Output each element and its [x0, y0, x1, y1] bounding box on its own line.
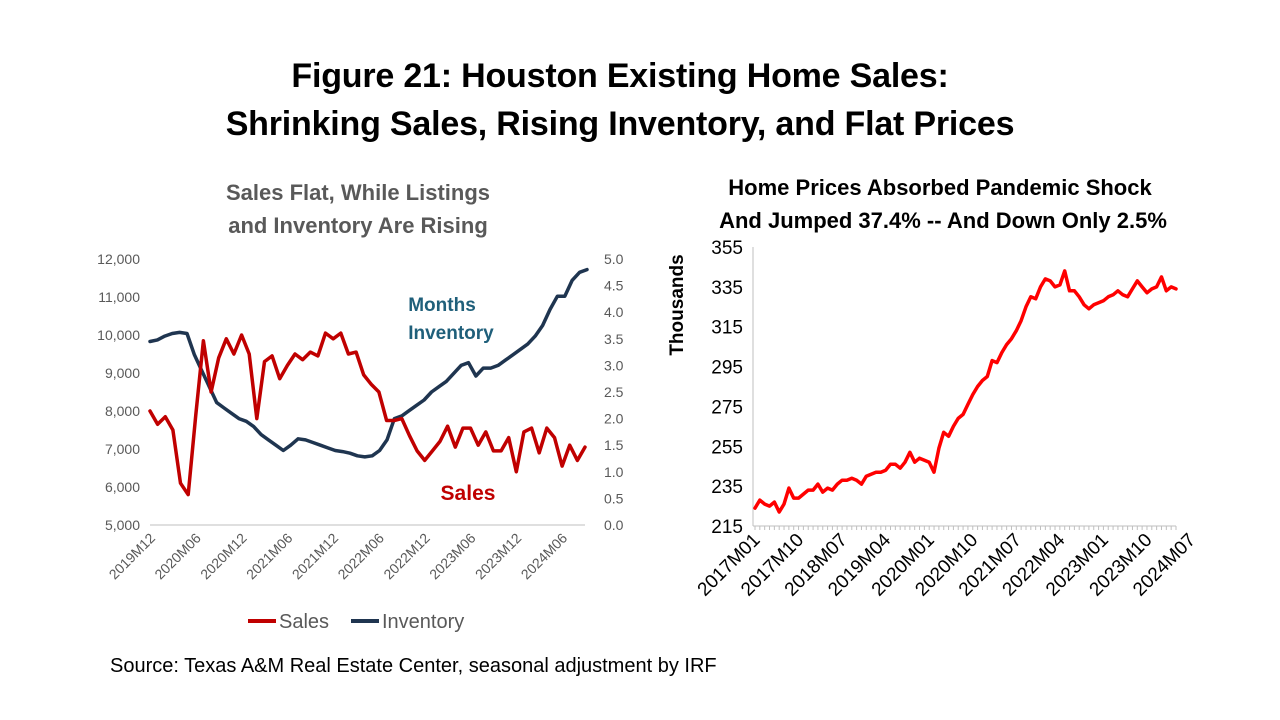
price-y-tick-label: 275: [711, 397, 743, 418]
figure-title-line-1: Figure 21: Houston Existing Home Sales:: [291, 57, 949, 95]
left-y-tick-label: 6,000: [105, 479, 140, 495]
left-chart-title-line-1: Sales Flat, While Listings: [226, 180, 490, 205]
left-y-tick-label: 9,000: [105, 365, 140, 381]
sales-annotation: Sales: [441, 482, 496, 505]
inventory-annotation-line-1: Months: [408, 295, 476, 316]
right-chart-title-line-2: And Jumped 37.4% -- And Down Only 2.5%: [719, 208, 1167, 233]
legend-sales-label: Sales: [279, 611, 329, 633]
legend: Sales Inventory: [248, 611, 464, 633]
left-y-tick-label: 12,000: [97, 251, 140, 267]
home-price-series-line: [753, 269, 1178, 514]
price-y-tick-label: 355: [711, 238, 743, 259]
figure-title-line-2: Shrinking Sales, Rising Inventory, and F…: [225, 105, 1015, 143]
inventory-annotation-line-2: Inventory: [408, 323, 494, 344]
source-note: Source: Texas A&M Real Estate Center, se…: [110, 655, 717, 677]
right-chart-title-line-1: Home Prices Absorbed Pandemic Shock: [728, 175, 1152, 200]
left-y-tick-label: 5,000: [105, 517, 140, 533]
left-y-tick-label: 11,000: [98, 289, 140, 305]
right-y-tick-label: 1.5: [604, 437, 624, 453]
sales-series-line: [148, 331, 587, 497]
right-y-tick-label: 2.0: [604, 411, 624, 427]
right-y-tick-label: 3.5: [604, 331, 624, 347]
legend-inventory-label: Inventory: [382, 611, 464, 633]
y-axis-label: Thousands: [667, 254, 688, 355]
right-y-tick-label: 4.5: [604, 278, 624, 294]
left-y-tick-label: 10,000: [97, 327, 140, 343]
price-y-tick-label: 235: [711, 477, 743, 498]
left-y-tick-label: 7,000: [105, 441, 140, 457]
price-y-tick-label: 215: [711, 517, 743, 538]
right-y-tick-label: 0.0: [604, 517, 624, 533]
right-y-tick-label: 3.0: [604, 357, 624, 373]
right-y-tick-label: 2.5: [604, 384, 624, 400]
left-chart-title-line-2: and Inventory Are Rising: [228, 213, 488, 238]
price-y-tick-label: 255: [711, 437, 743, 458]
price-y-tick-label: 335: [711, 278, 743, 299]
right-y-tick-label: 5.0: [604, 251, 624, 267]
right-y-tick-label: 1.0: [604, 464, 624, 480]
left-y-tick-label: 8,000: [105, 403, 140, 419]
inventory-series-line: [148, 267, 589, 459]
figure-title: Figure 21: Houston Existing Home Sales: …: [0, 52, 1240, 148]
price-y-tick-label: 295: [711, 358, 743, 379]
price-y-tick-label: 315: [711, 318, 743, 339]
right-y-tick-label: 4.0: [604, 304, 624, 320]
right-y-tick-label: 0.5: [604, 490, 624, 506]
